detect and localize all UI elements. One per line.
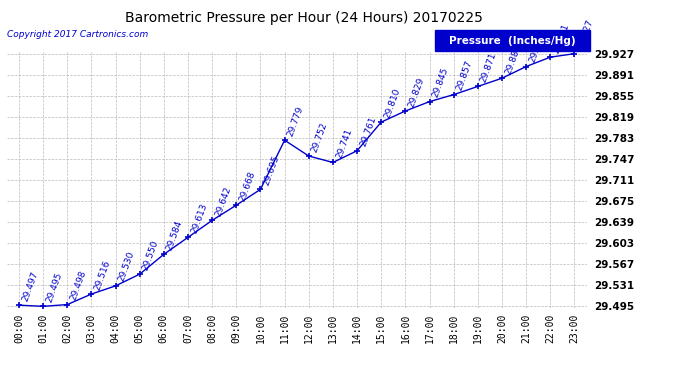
Text: 29.927: 29.927 [576,18,595,51]
Text: 29.810: 29.810 [383,87,402,119]
Text: 29.857: 29.857 [455,59,474,92]
Text: 29.516: 29.516 [93,259,112,291]
Text: Pressure  (Inches/Hg): Pressure (Inches/Hg) [448,36,575,45]
Text: 29.495: 29.495 [45,271,63,303]
Text: 29.752: 29.752 [310,121,329,153]
Text: 29.761: 29.761 [359,115,377,148]
Text: 29.613: 29.613 [190,202,208,234]
Text: 29.642: 29.642 [214,185,233,218]
Text: 29.905: 29.905 [528,31,546,64]
Text: 29.584: 29.584 [166,219,184,252]
Text: 29.921: 29.921 [552,22,571,54]
Text: 29.871: 29.871 [480,51,498,84]
Text: 29.695: 29.695 [262,154,281,187]
Text: Copyright 2017 Cartronics.com: Copyright 2017 Cartronics.com [7,30,148,39]
Text: 29.497: 29.497 [21,270,39,302]
Text: 29.668: 29.668 [238,170,257,202]
Text: 29.550: 29.550 [141,239,160,272]
Text: 29.779: 29.779 [286,105,305,138]
Text: 29.498: 29.498 [69,269,88,302]
Text: Barometric Pressure per Hour (24 Hours) 20170225: Barometric Pressure per Hour (24 Hours) … [125,11,482,25]
Text: 29.530: 29.530 [117,251,136,283]
Text: 29.845: 29.845 [431,66,450,99]
Text: 29.885: 29.885 [504,43,522,75]
Text: 29.741: 29.741 [335,127,353,160]
Text: 29.829: 29.829 [407,76,426,108]
